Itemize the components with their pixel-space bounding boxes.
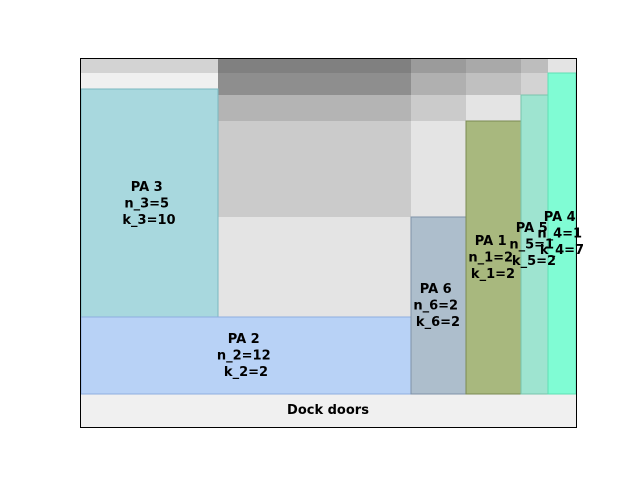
area-label-pa5-line3: k_5=2 [512, 254, 556, 269]
area-pa1 [465, 120, 522, 395]
shade-block [218, 73, 411, 95]
shade-block [466, 73, 521, 95]
shade-block [411, 121, 466, 217]
area-label-pa4-line2: n_4=1 [537, 227, 582, 242]
area-pa3 [80, 88, 219, 318]
area-label-pa1-line1: PA 1 [475, 234, 507, 249]
shade-block [411, 73, 466, 95]
area-label-pa1: PA 1 n_1=2 k_1=2 [468, 234, 517, 282]
area-label-pa6-line1: PA 6 [420, 282, 452, 297]
dock-doors-label: Dock doors [287, 403, 369, 418]
area-label-pa3-line3: k_3=10 [122, 213, 175, 228]
shade-block [81, 58, 218, 73]
area-label-pa6-line3: k_6=2 [416, 315, 460, 330]
area-label-pa3-line1: PA 3 [131, 180, 163, 195]
area-label-pa6-line2: n_6=2 [413, 299, 458, 314]
area-label-pa2-line3: k_2=2 [224, 365, 268, 380]
shade-block [466, 95, 521, 121]
area-label-pa5-line1: PA 5 [516, 221, 548, 236]
area-label-pa4-line1: PA 4 [544, 210, 576, 225]
shade-block [218, 217, 411, 317]
area-label-pa1-line3: k_1=2 [471, 267, 515, 282]
area-label-pa6: PA 6 n_6=2 k_6=2 [413, 282, 462, 330]
shade-block [218, 121, 411, 217]
shade-block [218, 95, 411, 121]
shade-block [521, 73, 548, 95]
frame-border [80, 58, 577, 428]
area-pa5 [520, 94, 549, 395]
shade-block [548, 58, 576, 73]
area-label-pa4: PA 4 n_4=1 k_4=7 [537, 210, 586, 258]
area-label-pa2-line1: PA 2 [228, 332, 260, 347]
area-pa4 [547, 72, 577, 395]
shade-block [411, 95, 466, 121]
area-label-pa2-line2: n_2=12 [217, 349, 271, 364]
area-label-pa3-line2: n_3=5 [124, 197, 169, 212]
area-label-pa5: PA 5 n_5=1 k_5=2 [509, 221, 558, 269]
area-label-pa1-line2: n_1=2 [468, 251, 513, 266]
shade-block [411, 58, 466, 73]
area-label-pa4-line3: k_4=7 [540, 243, 584, 258]
shade-block [521, 58, 548, 73]
shade-block [466, 58, 521, 73]
area-label-pa3: PA 3 n_3=5 k_3=10 [122, 180, 175, 228]
area-label-pa2: PA 2 n_2=12 k_2=2 [217, 332, 275, 380]
area-label-pa5-line2: n_5=1 [509, 238, 554, 253]
